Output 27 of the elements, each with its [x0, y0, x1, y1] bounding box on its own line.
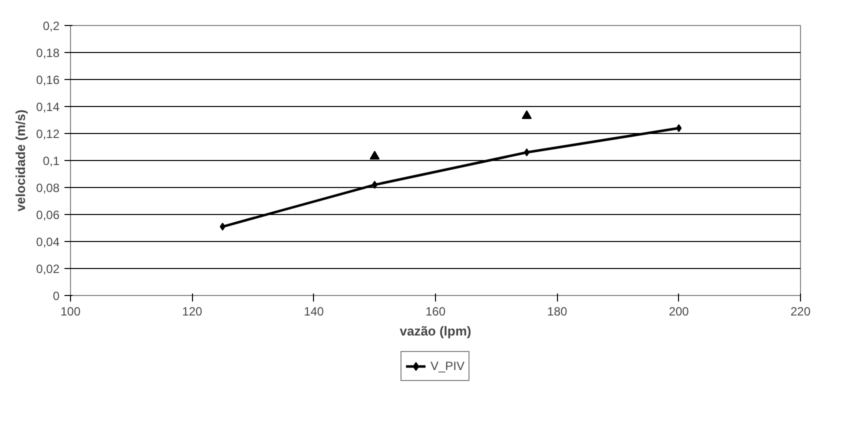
point: [372, 180, 378, 189]
point: [524, 148, 530, 156]
x-axis-title: vazão (lpm): [400, 324, 472, 338]
y-tick-label: 0,18: [36, 46, 60, 60]
x-tick-label: 180: [547, 304, 568, 318]
point: [676, 124, 682, 132]
x-tick-label: 100: [60, 304, 81, 318]
y-tick-label: 0,16: [36, 73, 60, 87]
y-tick-label: 0,2: [42, 19, 60, 33]
point: [522, 110, 532, 120]
y-tick-label: 0,08: [36, 181, 60, 195]
y-tick-label: 0,14: [36, 100, 60, 114]
x-tick-label: 120: [182, 304, 203, 318]
x-tick-label: 220: [790, 304, 811, 318]
y-tick-label: 0,02: [36, 262, 60, 276]
y-tick-label: 0: [52, 289, 60, 303]
point: [220, 222, 226, 231]
y-tick-label: 0,04: [36, 235, 60, 249]
legend-label: V_PIV: [430, 359, 465, 373]
x-tick-label: 200: [668, 304, 690, 318]
point: [370, 150, 380, 160]
x-tick-label: 140: [304, 304, 324, 318]
y-tick-label: 0,1: [42, 154, 60, 168]
y-tick-label: 0,12: [36, 127, 60, 141]
x-tick-label: 160: [425, 304, 446, 318]
y-axis-title: velocidade (m/s): [13, 110, 28, 212]
y-tick-label: 0,06: [36, 208, 60, 222]
